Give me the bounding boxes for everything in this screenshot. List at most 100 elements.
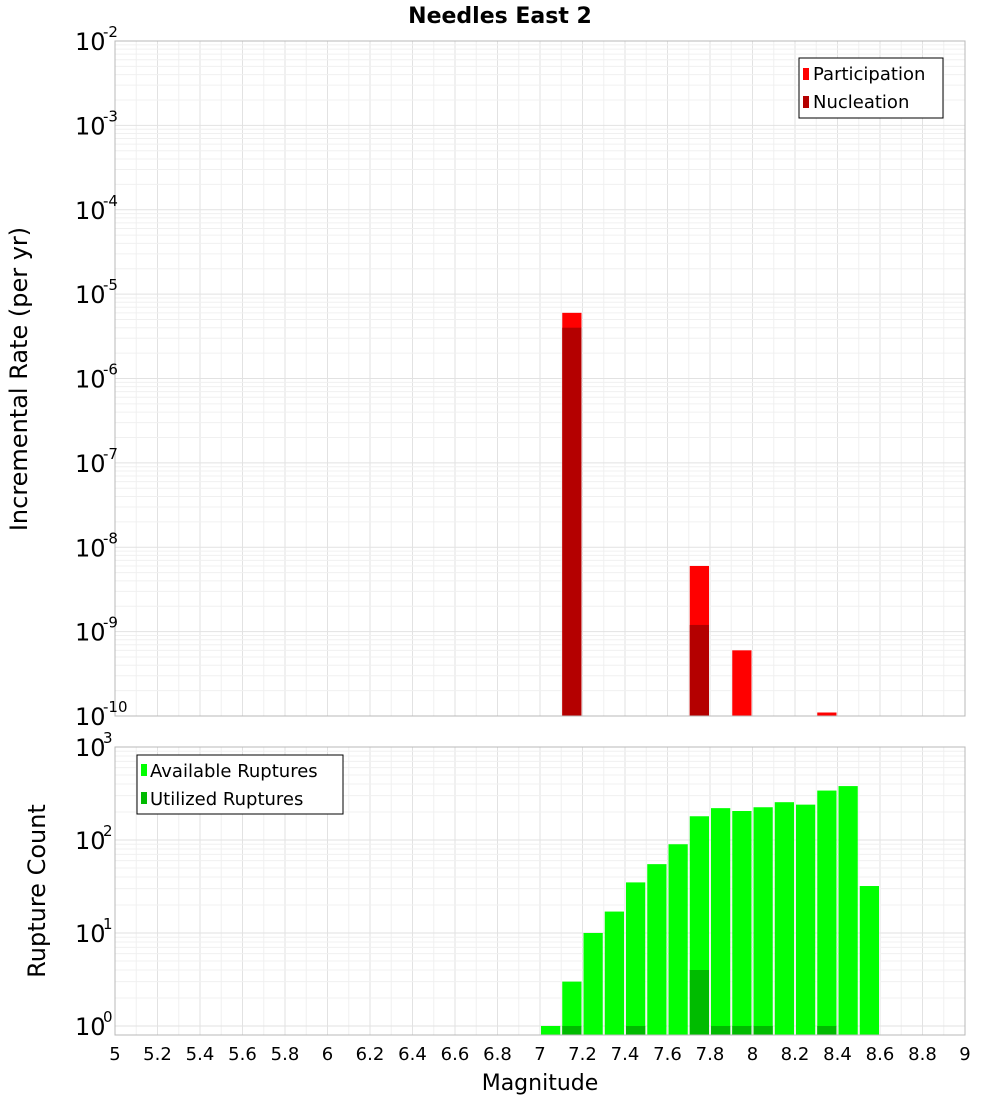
- rate-y-tick-label: 10: [75, 197, 106, 225]
- rate-y-tick-exponent: -7: [103, 445, 118, 463]
- available-ruptures-bar: [796, 804, 816, 1035]
- x-tick-label: 7.2: [568, 1044, 597, 1065]
- legend-label-nucleation: Nucleation: [813, 92, 909, 113]
- x-tick-label: 5.2: [143, 1044, 172, 1065]
- utilized-ruptures-bar: [732, 1025, 752, 1035]
- rate-y-tick-label: 10: [75, 28, 106, 56]
- x-tick-label: 6.6: [441, 1044, 470, 1065]
- x-tick-label: 8.6: [866, 1044, 895, 1065]
- participation-bar: [817, 712, 837, 716]
- count-y-tick-label: 10: [75, 827, 106, 855]
- available-ruptures-bar: [859, 886, 879, 1035]
- count-y-tick-exponent: 0: [103, 1008, 113, 1026]
- x-tick-label: 7: [534, 1044, 545, 1065]
- rate-y-tick-exponent: -3: [103, 107, 118, 125]
- available-ruptures-bar: [668, 844, 688, 1035]
- legend-swatch-utilized: [141, 792, 147, 804]
- x-tick-label: 7.6: [653, 1044, 682, 1065]
- rate-y-tick-label: 10: [75, 450, 106, 478]
- count-bars: [541, 786, 879, 1035]
- legend-swatch-participation: [803, 68, 809, 80]
- available-ruptures-bar: [647, 864, 667, 1035]
- x-tick-label: 5.4: [186, 1044, 215, 1065]
- nucleation-bar: [689, 624, 709, 716]
- utilized-ruptures-bar: [753, 1025, 773, 1035]
- rate-y-tick-label: 10: [75, 366, 106, 394]
- count-plot-border: [114, 746, 966, 1036]
- legend-swatch-nucleation: [803, 96, 809, 108]
- rate-grid: [114, 41, 966, 717]
- available-ruptures-bar: [817, 790, 837, 1035]
- x-tick-label: 5: [109, 1044, 120, 1065]
- utilized-ruptures-bar: [689, 969, 709, 1035]
- x-tick-label: 6: [322, 1044, 333, 1065]
- legend-label-utilized: Utilized Ruptures: [150, 789, 303, 810]
- available-ruptures-bar: [838, 786, 858, 1035]
- legend-label-available: Available Ruptures: [150, 761, 318, 782]
- count-legend-box: [136, 754, 344, 815]
- x-tick-label: 8: [747, 1044, 758, 1065]
- x-tick-label: 9: [959, 1044, 970, 1065]
- rate-y-axis-label: Incremental Rate (per yr): [5, 227, 33, 531]
- x-axis-label: Magnitude: [482, 1071, 599, 1096]
- count-y-tick-exponent: 1: [103, 915, 113, 933]
- rate-legend: Participation Nucleation: [798, 57, 944, 119]
- x-tick-label: 8.4: [823, 1044, 852, 1065]
- rate-bars: [562, 312, 837, 716]
- utilized-ruptures-bar: [626, 1025, 646, 1035]
- rate-y-tick-label: 10: [75, 281, 106, 309]
- rate-y-tick-label: 10: [75, 534, 106, 562]
- legend-swatch-available: [141, 764, 147, 776]
- rate-y-tick-exponent: -6: [103, 361, 118, 379]
- x-tick-label: 6.2: [356, 1044, 385, 1065]
- available-ruptures-bar: [541, 1025, 561, 1035]
- count-y-tick-label: 10: [75, 920, 106, 948]
- count-y-tick-exponent: 2: [103, 822, 113, 840]
- available-ruptures-bar: [753, 807, 773, 1035]
- rate-y-tick-label: 10: [75, 619, 106, 647]
- legend-label-participation: Participation: [813, 64, 925, 85]
- count-y-tick-label: 10: [75, 1013, 106, 1041]
- x-tick-label: 8.2: [781, 1044, 810, 1065]
- available-ruptures-bar: [732, 811, 752, 1035]
- rate-plot-border: [114, 40, 966, 717]
- available-ruptures-bar: [562, 981, 582, 1035]
- utilized-ruptures-bar: [562, 1025, 582, 1035]
- x-tick-label: 8.8: [908, 1044, 937, 1065]
- rate-y-tick-label: 10: [75, 703, 106, 731]
- rate-y-tick-exponent: -4: [103, 192, 118, 210]
- participation-bar: [732, 650, 752, 716]
- rate-y-tick-label: 10: [75, 112, 106, 140]
- chart-title: Needles East 2: [408, 4, 592, 29]
- available-ruptures-bar: [604, 911, 624, 1035]
- rate-legend-box: [798, 57, 944, 119]
- rate-y-tick-exponent: -9: [103, 614, 118, 632]
- rate-y-tick-exponent: -8: [103, 529, 118, 547]
- rate-y-tick-exponent: -2: [103, 23, 118, 41]
- available-ruptures-bar: [626, 882, 646, 1035]
- x-tick-label: 5.8: [271, 1044, 300, 1065]
- nucleation-bar: [562, 327, 582, 716]
- rate-y-tick-exponent: -10: [103, 698, 128, 716]
- x-tick-label: 5.6: [228, 1044, 257, 1065]
- available-ruptures-bar: [583, 932, 603, 1035]
- x-tick-label: 7.4: [611, 1044, 640, 1065]
- rate-y-tick-exponent: -5: [103, 276, 118, 294]
- count-y-axis-label: Rupture Count: [23, 804, 51, 978]
- available-ruptures-bar: [774, 802, 794, 1035]
- count-y-tick-exponent: 3: [103, 729, 113, 747]
- count-legend: Available Ruptures Utilized Ruptures: [136, 754, 344, 815]
- x-tick-label: 6.4: [398, 1044, 427, 1065]
- available-ruptures-bar: [711, 808, 731, 1035]
- utilized-ruptures-bar: [711, 1025, 731, 1035]
- count-y-tick-label: 10: [75, 734, 106, 762]
- utilized-ruptures-bar: [817, 1025, 837, 1035]
- x-tick-label: 6.8: [483, 1044, 512, 1065]
- x-ticks: 5 5.2 5.4 5.6 5.8 6 6.2 6.4 6.6 6.8 7 7.2 7.4 7.6 7.8 8…: [109, 1044, 970, 1065]
- x-tick-label: 7.8: [696, 1044, 725, 1065]
